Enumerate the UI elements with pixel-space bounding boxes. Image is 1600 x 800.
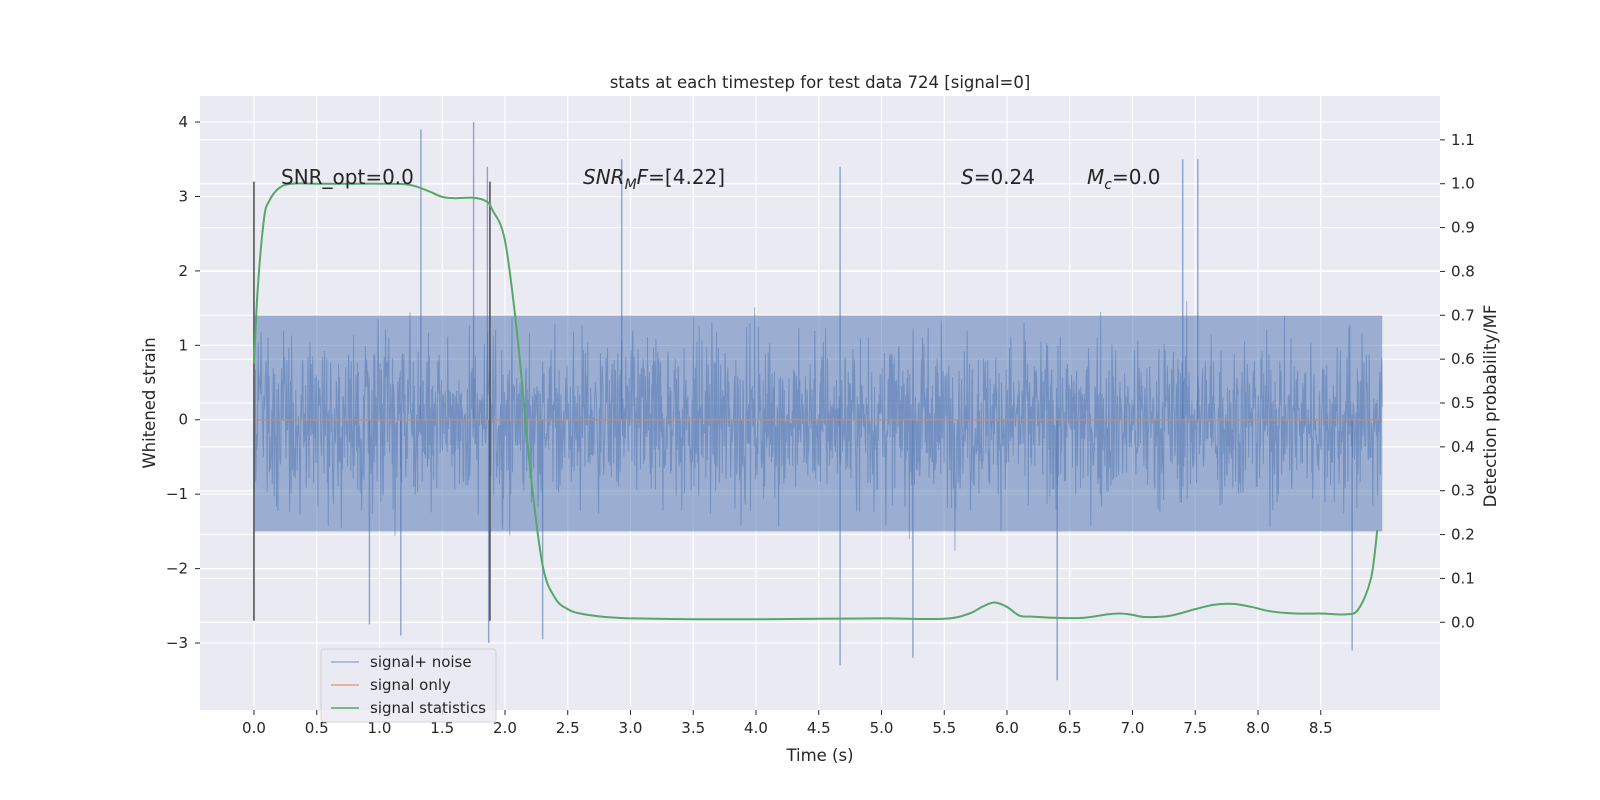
mc-value: =0.0 xyxy=(1112,165,1161,189)
x-axis-label: Time (s) xyxy=(785,746,853,765)
snr-mf-sub: M xyxy=(625,177,637,193)
y-right-tick-label: 0.4 xyxy=(1451,438,1475,456)
data-layer xyxy=(252,122,1383,681)
x-tick-label: 5.0 xyxy=(870,719,894,737)
y-right-tick-label: 1.1 xyxy=(1451,131,1475,149)
x-tick-label: 8.0 xyxy=(1246,719,1270,737)
y-right-tick-label: 0.8 xyxy=(1451,262,1475,280)
mc-symbol: M xyxy=(1087,165,1104,189)
y-tick-label: −3 xyxy=(166,634,188,652)
y-axis-label: Whitened strain xyxy=(140,337,159,468)
x-tick-label: 6.5 xyxy=(1058,719,1082,737)
y-right-tick-label: 0.2 xyxy=(1451,526,1475,544)
series-signal-noise-band xyxy=(253,315,1383,532)
x-tick-label: 4.5 xyxy=(807,719,831,737)
x-tick-label: 0.5 xyxy=(305,719,329,737)
x-tick-label: 3.0 xyxy=(619,719,643,737)
x-tick-label: 6.0 xyxy=(995,719,1019,737)
y-tick-label: −2 xyxy=(166,560,188,578)
y-right-tick-label: 0.3 xyxy=(1451,482,1475,500)
x-tick-label: 7.0 xyxy=(1121,719,1145,737)
y-right-axis-label: Detection probability/MF xyxy=(1481,305,1500,508)
y-tick-label: 1 xyxy=(178,336,188,354)
legend-frame xyxy=(320,648,497,723)
x-tick-label: 2.0 xyxy=(493,719,517,737)
s-symbol: S xyxy=(961,165,974,189)
s-value: =0.24 xyxy=(974,165,1035,189)
y-tick-label: 3 xyxy=(178,187,188,205)
series-signal-statistics-line xyxy=(252,182,1379,621)
mc-sub: c xyxy=(1104,177,1112,193)
annotation-snr-opt: SNR_opt=0.0 xyxy=(281,165,414,189)
x-tick-label: 1.5 xyxy=(430,719,454,737)
x-tick-label: 4.0 xyxy=(744,719,768,737)
y-right-tick-label: 1.0 xyxy=(1451,175,1475,193)
y-right-tick-label: 0.0 xyxy=(1451,613,1475,631)
ticks: 0.0 0.5 1.0 1.5 2.0 2.5 3.0 3.5 4.0 4.5 5.0 5.5 6.0 6… xyxy=(166,113,1475,737)
y-tick-label: 2 xyxy=(178,262,188,280)
y-right-tick-label: 0.9 xyxy=(1451,219,1475,237)
x-tick-label: 1.0 xyxy=(368,719,392,737)
x-tick-label: 2.5 xyxy=(556,719,580,737)
snr-mf-value: =[4.22] xyxy=(648,165,725,189)
x-tick-label: 3.5 xyxy=(681,719,705,737)
x-tick-label: 8.5 xyxy=(1309,719,1333,737)
legend-label-signal-noise: signal+ noise xyxy=(370,653,472,671)
snr-mf-F: F xyxy=(637,165,649,189)
y-right-tick-label: 0.1 xyxy=(1451,569,1475,587)
annotation-mc: Mc=0.0 xyxy=(1087,165,1161,193)
y-tick-label: −1 xyxy=(166,485,188,503)
x-tick-label: 5.5 xyxy=(932,719,956,737)
annotation-s: S=0.24 xyxy=(961,165,1035,189)
y-tick-label: 0 xyxy=(178,411,188,429)
y-right-tick-label: 0.6 xyxy=(1451,350,1475,368)
y-right-tick-label: 0.7 xyxy=(1451,306,1475,324)
snr-mf-base: SNR xyxy=(583,165,625,189)
y-tick-label: 4 xyxy=(178,113,188,131)
legend-label-signal-only: signal only xyxy=(370,676,451,694)
y-right-tick-label: 0.5 xyxy=(1451,394,1475,412)
legend-label-signal-statistics: signal statistics xyxy=(370,699,486,717)
x-tick-label: 0.0 xyxy=(242,719,266,737)
x-tick-label: 7.5 xyxy=(1183,719,1207,737)
chart-title: stats at each timestep for test data 724… xyxy=(610,73,1031,92)
legend: signal+ noise signal only signal statist… xyxy=(320,648,497,723)
annotation-snr-mf: SNRMF=[4.22] xyxy=(583,165,725,193)
